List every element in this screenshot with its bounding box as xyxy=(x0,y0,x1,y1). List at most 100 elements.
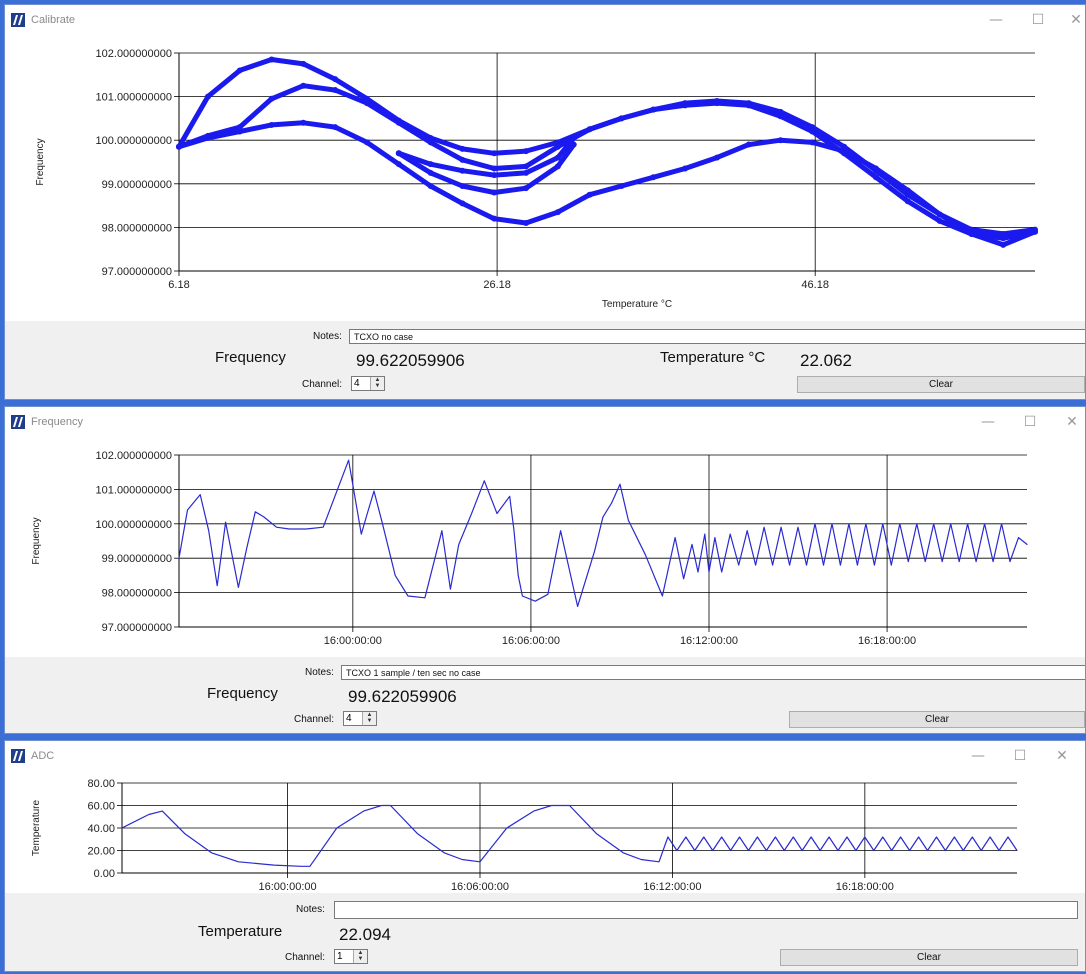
data-point xyxy=(491,165,498,172)
minimize-icon[interactable]: — xyxy=(989,12,1003,28)
data-point xyxy=(236,128,243,135)
x-tick-label: 16:18:00:00 xyxy=(836,881,894,893)
data-point xyxy=(459,145,466,152)
series-line-0 xyxy=(121,804,1018,867)
data-point xyxy=(459,182,466,189)
data-point xyxy=(491,150,498,157)
notes-input[interactable]: TCXO 1 sample / ten sec no case xyxy=(341,665,1085,680)
data-point xyxy=(300,82,307,89)
data-point xyxy=(427,169,434,176)
close-icon[interactable]: ✕ xyxy=(1066,414,1078,430)
x-tick-label: 16:00:00:00 xyxy=(324,635,382,647)
y-tick-label: 97.000000000 xyxy=(102,622,172,634)
x-tick-label: 16:06:00:00 xyxy=(451,881,509,893)
y-axis-label: Temperature xyxy=(31,799,42,856)
y-tick-label: 80.00 xyxy=(87,778,115,790)
data-point xyxy=(904,198,911,205)
app-icon xyxy=(11,749,25,763)
data-point xyxy=(236,67,243,74)
data-point xyxy=(777,137,784,144)
clear-button[interactable]: Clear xyxy=(797,376,1085,393)
data-point xyxy=(427,182,434,189)
data-point xyxy=(236,124,243,131)
data-point xyxy=(363,139,370,146)
channel-spinner[interactable]: 4 ▲ ▼ xyxy=(351,376,385,391)
y-tick-label: 101.000000000 xyxy=(96,484,172,496)
series-line-2 xyxy=(176,120,1038,248)
data-point xyxy=(523,185,530,192)
close-icon[interactable]: ✕ xyxy=(1070,12,1082,28)
data-point xyxy=(427,161,434,168)
series-line-1 xyxy=(176,83,1038,241)
y-axis-label: Frequency xyxy=(31,517,42,564)
data-point xyxy=(395,119,402,126)
data-point xyxy=(332,87,339,94)
window-title: Calibrate xyxy=(31,14,76,26)
clear-button[interactable]: Clear xyxy=(789,711,1085,728)
channel-spinner[interactable]: 1 ▲ ▼ xyxy=(334,949,368,964)
data-point xyxy=(586,191,593,198)
maximize-icon[interactable]: ☐ xyxy=(1023,414,1037,430)
data-point xyxy=(332,124,339,131)
title-bar[interactable]: Frequency — ☐ ✕ xyxy=(5,407,1085,437)
channel-label: Channel: xyxy=(294,714,335,725)
channel-value: 4 xyxy=(354,378,360,389)
minimize-icon[interactable]: — xyxy=(981,414,995,430)
x-tick-label: 16:18:00:00 xyxy=(858,635,916,647)
chart-area: 97.000000000 98.000000000 99.000000000 100.… xyxy=(5,437,1085,659)
data-point xyxy=(872,174,879,181)
y-axis-label: Frequency xyxy=(35,138,46,185)
data-point xyxy=(777,113,784,120)
y-tick-label: 99.000000000 xyxy=(102,179,172,191)
x-tick-label: 26.18 xyxy=(483,279,511,291)
notes-label: Notes: xyxy=(305,667,334,678)
data-point xyxy=(745,141,752,148)
notes-input[interactable] xyxy=(334,901,1078,919)
control-panel: Notes: TCXO no case Frequency 99.6220599… xyxy=(5,321,1085,399)
close-icon[interactable]: ✕ xyxy=(1056,748,1068,764)
y-tick-label: 98.000000000 xyxy=(102,588,172,600)
data-point xyxy=(395,150,402,157)
maximize-icon[interactable]: ☐ xyxy=(1013,748,1027,764)
title-bar[interactable]: Calibrate — ☐ ✕ xyxy=(5,5,1085,35)
maximize-icon[interactable]: ☐ xyxy=(1031,12,1045,28)
data-point xyxy=(570,141,577,148)
title-bar[interactable]: ADC — ☐ ✕ xyxy=(5,741,1085,771)
y-tick-label: 20.00 xyxy=(87,846,115,858)
data-point xyxy=(904,187,911,194)
app-icon xyxy=(11,415,25,429)
calibrate-chart: 97.000000000 98.000000000 99.000000000 100.… xyxy=(35,48,1038,310)
data-point xyxy=(745,102,752,109)
data-point xyxy=(618,115,625,122)
notes-input[interactable]: TCXO no case xyxy=(349,329,1085,344)
frequency-chart: 97.000000000 98.000000000 99.000000000 100.… xyxy=(31,450,1028,647)
minimize-icon[interactable]: — xyxy=(971,748,985,764)
data-point xyxy=(936,217,943,224)
data-point xyxy=(300,119,307,126)
temperature-label: Temperature xyxy=(198,923,283,940)
data-point xyxy=(809,139,816,146)
spinner-arrows-icon[interactable]: ▲ ▼ xyxy=(362,712,376,725)
data-point xyxy=(554,143,561,150)
temperature-label: Temperature °C xyxy=(660,349,766,366)
x-tick-label: 16:12:00:00 xyxy=(643,881,701,893)
control-panel: Notes: Temperature 22.094 Channel: 1 ▲ ▼ … xyxy=(5,893,1085,971)
y-tick-label: 0.00 xyxy=(94,868,115,880)
data-point xyxy=(554,163,561,170)
channel-spinner[interactable]: 4 ▲ ▼ xyxy=(343,711,377,726)
window-title: Frequency xyxy=(31,416,83,428)
data-point xyxy=(618,182,625,189)
data-point xyxy=(491,215,498,222)
notes-label: Notes: xyxy=(296,904,325,915)
y-tick-label: 101.000000000 xyxy=(96,92,172,104)
spinner-arrows-icon[interactable]: ▲ ▼ xyxy=(353,950,367,963)
y-tick-label: 60.00 xyxy=(87,801,115,813)
data-point xyxy=(682,165,689,172)
adc-window: ADC — ☐ ✕ 0.00 20.00 40.00 60.00 80.00 16:00:… xyxy=(4,740,1086,972)
frequency-window: Frequency — ☐ ✕ 97.000000000 98.000000000… xyxy=(4,406,1086,734)
spinner-arrows-icon[interactable]: ▲ ▼ xyxy=(370,377,384,390)
clear-button[interactable]: Clear xyxy=(780,949,1078,966)
data-point xyxy=(459,167,466,174)
y-tick-label: 97.000000000 xyxy=(102,266,172,278)
temperature-value: 22.094 xyxy=(339,925,391,944)
